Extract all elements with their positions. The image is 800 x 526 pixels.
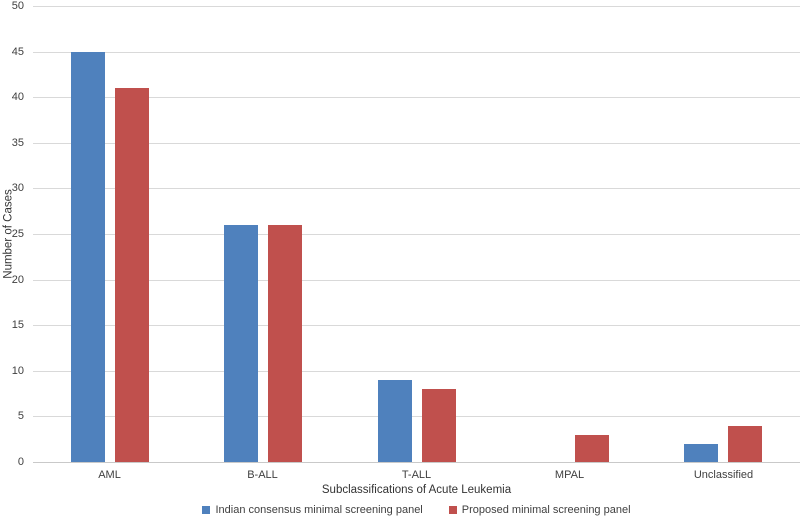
y-tick-label: 25 (11, 228, 24, 240)
x-category-label: Unclassified (693, 469, 754, 481)
y-axis-title: Number of Cases (2, 189, 15, 279)
y-tick-label: 50 (11, 0, 24, 12)
legend-swatch-blue-icon (202, 506, 211, 514)
gridline (33, 416, 800, 417)
y-tick-label: 30 (11, 182, 24, 194)
bar-unclassified-series1 (684, 444, 718, 462)
gridline (33, 143, 800, 144)
x-category-label: B-ALL (247, 469, 278, 481)
bar-aml-series2 (115, 88, 149, 462)
y-tick-label: 20 (11, 274, 24, 286)
x-category-label: T-ALL (401, 469, 432, 481)
y-tick-label: 5 (17, 410, 24, 422)
y-tick-label: 15 (11, 319, 24, 331)
bar-t-all-series2 (422, 389, 456, 462)
gridline (33, 97, 800, 98)
y-axis-title-wrap: Number of Cases (1, 6, 16, 462)
legend-item-series1: Indian consensus minimal screening panel (202, 504, 423, 516)
bar-b-all-series1 (224, 225, 258, 462)
gridline (33, 52, 800, 53)
bar-mpal-series2 (575, 435, 609, 462)
y-tick-label: 0 (17, 456, 24, 468)
legend-label-series1: Indian consensus minimal screening panel (215, 504, 423, 516)
x-category-label: AML (98, 469, 121, 481)
gridline (33, 188, 800, 189)
gridline (33, 325, 800, 326)
y-tick-label: 10 (11, 365, 24, 377)
x-category-label: MPAL (554, 469, 585, 481)
gridline (33, 234, 800, 235)
chart-legend: Indian consensus minimal screening panel… (33, 504, 800, 516)
y-tick-label: 40 (11, 91, 24, 103)
y-tick-label: 35 (11, 137, 24, 149)
bar-b-all-series2 (268, 225, 302, 462)
gridline (33, 280, 800, 281)
y-tick-label: 45 (11, 46, 24, 58)
x-axis-title: Subclassifications of Acute Leukemia (321, 484, 512, 496)
legend-item-series2: Proposed minimal screening panel (448, 504, 631, 516)
gridline (33, 6, 800, 7)
bar-t-all-series1 (378, 380, 412, 462)
gridline (33, 371, 800, 372)
x-axis-line (33, 462, 800, 463)
bar-unclassified-series2 (728, 426, 762, 462)
bar-aml-series1 (71, 52, 105, 462)
legend-label-series2: Proposed minimal screening panel (461, 504, 631, 516)
legend-swatch-red-icon (448, 506, 457, 514)
